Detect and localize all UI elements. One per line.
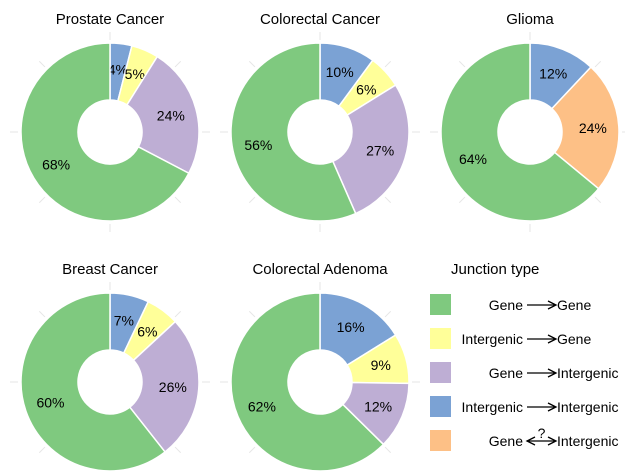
chart-title: Breast Cancer — [62, 261, 158, 278]
legend-swatch — [430, 430, 451, 451]
slice-value-label: 7% — [114, 313, 134, 329]
axis-tick — [248, 60, 256, 68]
axis-tick — [38, 310, 46, 318]
legend-to-label: Intergenic — [557, 365, 618, 381]
slice-value-label: 24% — [579, 120, 607, 136]
legend-entry-intergenic-intergenic: Intergenic Intergenic — [430, 396, 618, 417]
slice-value-label: 56% — [244, 137, 272, 153]
donut-chart-prostate-cancer: 4%5% 24% 68% Prostate Cancer — [10, 11, 210, 232]
legend-swatch — [430, 328, 451, 349]
slice-value-label: 16% — [337, 319, 365, 335]
slice-value-label: 27% — [366, 143, 394, 159]
axis-tick — [38, 196, 46, 204]
slice-value-label: 60% — [36, 395, 64, 411]
slice-value-label: 62% — [248, 398, 276, 414]
legend-entry-gene-gene: Gene Gene — [430, 294, 591, 315]
legend-title: Junction type — [451, 261, 539, 278]
slice-value-label: 68% — [42, 157, 70, 173]
arrow-icon — [527, 402, 558, 412]
legend-from-label: Intergenic — [462, 331, 523, 347]
slice-value-label: 6% — [356, 81, 376, 97]
donut-slice-gene-intergenic — [550, 66, 620, 190]
legend-entry-intergenic-gene: Intergenic Gene — [430, 328, 591, 349]
legend-uncertain-mark: ? — [538, 425, 546, 441]
axis-tick — [174, 196, 182, 204]
axis-tick — [174, 60, 182, 68]
arrow-icon — [525, 436, 558, 446]
donut-slice-gene-gene — [20, 292, 167, 472]
arrow-icon — [527, 368, 558, 378]
slice-value-label: 12% — [364, 398, 392, 414]
axis-tick — [248, 310, 256, 318]
axis-tick — [384, 196, 392, 204]
slice-value-label: 26% — [159, 379, 187, 395]
slice-value-label: 4% — [108, 61, 128, 77]
legend-entry-gene-unknown-intergenic: Gene? Intergenic — [430, 425, 618, 451]
legend-from-label: Intergenic — [462, 399, 523, 415]
donut-slice-gene-intergenic — [125, 55, 200, 175]
legend-to-label: Gene — [557, 331, 591, 347]
charts-layer: 4%5%24%68%Prostate Cancer10%6%27%56%Colo… — [10, 11, 625, 472]
axis-tick — [248, 196, 256, 204]
axis-tick — [38, 60, 46, 68]
axis-tick — [384, 446, 392, 454]
axis-tick — [38, 446, 46, 454]
legend-swatch — [430, 396, 451, 417]
legend-from-label: Gene — [489, 365, 523, 381]
chart-title: Glioma — [506, 11, 554, 28]
slice-value-label: 12% — [539, 65, 567, 81]
donut-slice-intergenic-intergenic — [319, 292, 397, 367]
legend-to-label: Intergenic — [557, 433, 618, 449]
axis-tick — [458, 60, 466, 68]
slice-value-label: 24% — [157, 108, 185, 124]
legend-swatch — [430, 362, 451, 383]
slice-value-label: 10% — [326, 64, 354, 80]
axis-tick — [384, 60, 392, 68]
legend-to-label: Intergenic — [557, 399, 618, 415]
legend-to-label: Gene — [557, 297, 591, 313]
legend-swatch — [430, 294, 451, 315]
slice-value-label: 6% — [137, 323, 157, 339]
arrow-icon — [527, 300, 558, 310]
donut-slice-gene-intergenic — [331, 84, 410, 215]
axis-tick — [594, 196, 602, 204]
axis-tick — [174, 310, 182, 318]
donut-slice-gene-intergenic — [128, 320, 200, 454]
donut-chart-colorectal-adenoma: 16% 9% 12% 62% Colorectal Adenoma — [220, 261, 420, 472]
axis-tick — [248, 446, 256, 454]
slice-value-label: 5% — [125, 66, 145, 82]
axis-tick — [384, 310, 392, 318]
legend-from-label: Gene — [489, 297, 523, 313]
axis-tick — [174, 446, 182, 454]
axis-tick — [594, 60, 602, 68]
donut-slice-gene-gene — [230, 292, 385, 472]
chart-title: Colorectal Cancer — [260, 11, 380, 28]
slice-value-label: 64% — [459, 151, 487, 167]
donut-slice-gene-gene — [230, 42, 357, 222]
axis-tick — [458, 196, 466, 204]
chart-title: Colorectal Adenoma — [252, 261, 388, 278]
legend-from-label: Gene — [489, 433, 523, 449]
donut-chart-colorectal-cancer: 10%6% 27% 56% Colorectal Cancer — [220, 11, 420, 232]
arrow-icon — [527, 334, 558, 344]
slice-value-label: 9% — [371, 357, 391, 373]
donut-slice-gene-gene — [440, 42, 600, 222]
donut-chart-breast-cancer: 7%6% 26% 60% Breast Cancer — [10, 261, 210, 472]
donut-slice-gene-gene — [20, 42, 190, 222]
legend-entry-gene-intergenic: Gene Intergenic — [430, 362, 618, 383]
chart-title: Prostate Cancer — [56, 11, 164, 28]
donut-chart-glioma: 12% 24% 64% Glioma — [430, 11, 625, 232]
